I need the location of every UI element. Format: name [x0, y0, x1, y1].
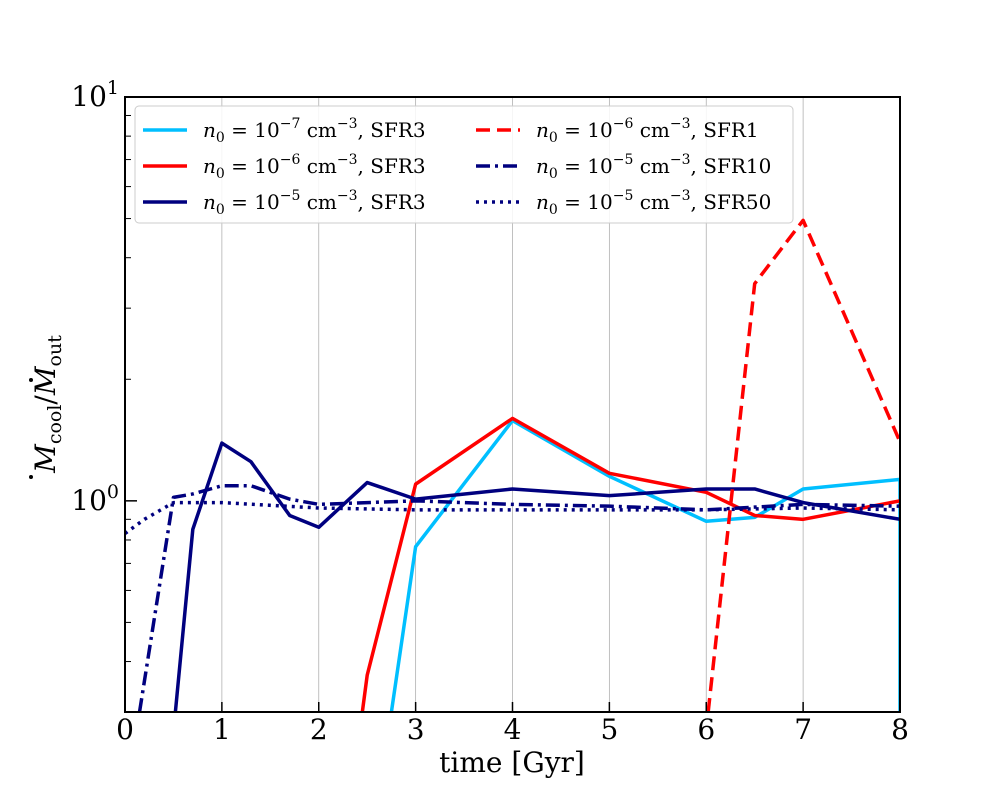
legend-n: n: [203, 190, 216, 214]
legend-n: n: [203, 118, 216, 142]
legend-exp: −6: [280, 152, 301, 168]
legend-unit-exp: −3: [337, 152, 358, 168]
legend-n-sub: 0: [549, 130, 558, 146]
legend-exp: −6: [613, 116, 634, 132]
legend-n-sub: 0: [216, 166, 225, 182]
x-tick-label: 2: [310, 713, 328, 746]
legend-frame: [134, 105, 794, 224]
y-tick-label-exponent: 0: [107, 481, 119, 503]
x-tick-label: 7: [794, 713, 812, 746]
y-label-sub1: cool: [44, 405, 66, 445]
legend-tail: , SFR1: [691, 118, 759, 142]
x-tick-label: 5: [600, 713, 618, 746]
legend-tail: , SFR50: [691, 190, 772, 214]
legend-entry-s6: n0 = 10−5 cm−3, SFR50: [536, 188, 771, 218]
legend-n: n: [536, 154, 549, 178]
legend-unit: cm: [300, 118, 337, 142]
legend-entry-s2: n0 = 10−6 cm−3, SFR3: [203, 152, 426, 182]
y-label-slash: /: [29, 395, 62, 405]
legend-eq: = 10: [225, 118, 280, 142]
legend-unit-exp: −3: [670, 188, 691, 204]
series-line-s1: [389, 418, 900, 712]
legend-n: n: [203, 154, 216, 178]
series-line-s4: [706, 218, 900, 712]
x-tick-label: 3: [407, 713, 425, 746]
legend-eq: = 10: [558, 154, 613, 178]
legend-unit-exp: −3: [670, 116, 691, 132]
legend-n-sub: 0: [216, 130, 225, 146]
series-layer: [125, 218, 900, 712]
y-label-dot1: [29, 475, 33, 479]
x-tick-label: 4: [504, 713, 522, 746]
x-axis-label: time [Gyr]: [439, 746, 585, 779]
y-tick-label: 100: [71, 481, 119, 517]
legend-eq: = 10: [225, 190, 280, 214]
y-tick-label-base: 10: [71, 484, 107, 517]
y-label-base2: M: [29, 365, 62, 396]
x-tick-label: 0: [116, 713, 134, 746]
legend-tail: , SFR3: [358, 154, 426, 178]
legend-unit: cm: [633, 118, 670, 142]
legend-n-sub: 0: [549, 202, 558, 218]
y-label-base1: M: [29, 443, 62, 474]
legend-entry-s1: n0 = 10−7 cm−3, SFR3: [203, 116, 426, 146]
legend-unit: cm: [633, 154, 670, 178]
legend-tail: , SFR3: [358, 190, 426, 214]
x-tick-label: 8: [891, 713, 909, 746]
legend-n: n: [536, 118, 549, 142]
y-tick-label-base: 10: [71, 80, 107, 113]
legend-exp: −5: [613, 188, 634, 204]
legend-n: n: [536, 190, 549, 214]
x-tick-label: 1: [213, 713, 231, 746]
legend-entry-s5: n0 = 10−5 cm−3, SFR10: [536, 152, 771, 182]
series-line-s3: [173, 441, 900, 712]
legend-eq: = 10: [225, 154, 280, 178]
legend-entry-s3: n0 = 10−5 cm−3, SFR3: [203, 188, 426, 218]
legend-unit: cm: [300, 154, 337, 178]
series-line-s5: [137, 483, 900, 712]
y-label-sub2: out: [44, 335, 66, 367]
legend-exp: −5: [613, 152, 634, 168]
legend-eq: = 10: [558, 190, 613, 214]
legend-n-sub: 0: [216, 202, 225, 218]
legend-unit-exp: −3: [337, 188, 358, 204]
legend-tail: , SFR10: [691, 154, 772, 178]
legend-unit: cm: [633, 190, 670, 214]
legend-entry-s4: n0 = 10−6 cm−3, SFR1: [536, 116, 759, 146]
legend-tail: , SFR3: [358, 118, 426, 142]
legend-unit-exp: −3: [670, 152, 691, 168]
y-tick-label: 101: [71, 77, 119, 113]
legend-exp: −5: [280, 188, 301, 204]
legend-unit-exp: −3: [337, 116, 358, 132]
legend-eq: = 10: [558, 118, 613, 142]
svg-text:Mcool/Mout: Mcool/Mout: [29, 335, 66, 474]
series-line-s2: [360, 416, 900, 712]
legend-unit: cm: [300, 190, 337, 214]
x-tick-label: 6: [697, 713, 715, 746]
y-tick-label-exponent: 1: [107, 77, 119, 99]
y-label-dot2: [29, 378, 33, 382]
legend-n-sub: 0: [549, 166, 558, 182]
legend-exp: −7: [280, 116, 301, 132]
y-axis-label: Mcool/Mout: [29, 335, 66, 479]
